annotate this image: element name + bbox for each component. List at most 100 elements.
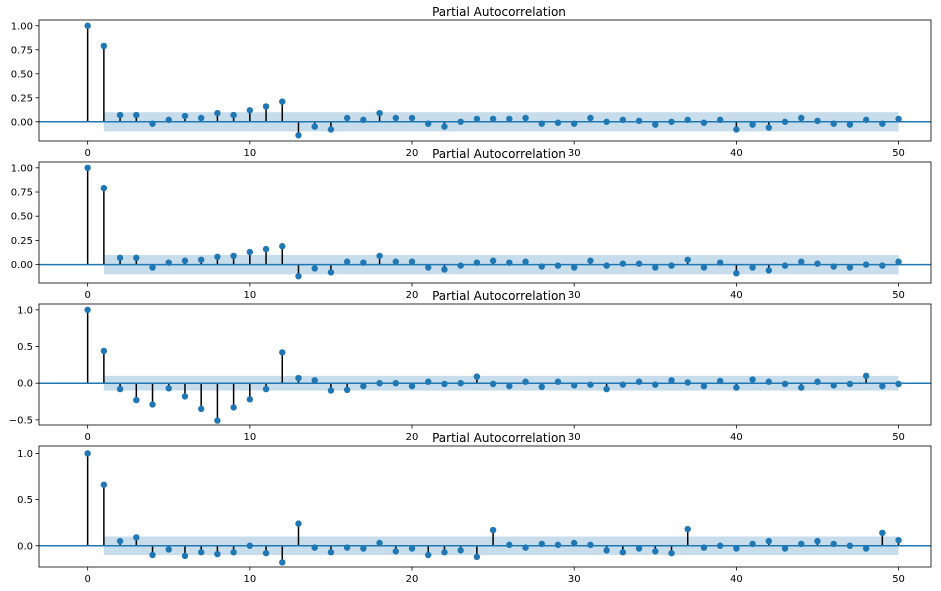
data-point <box>311 265 318 272</box>
chart-title: Partial Autocorrelation <box>432 147 566 161</box>
data-point <box>749 376 756 383</box>
data-point <box>408 258 416 265</box>
data-point <box>327 387 335 394</box>
data-point <box>116 537 124 545</box>
data-point <box>700 264 708 271</box>
y-tick-label: 0.00 <box>11 117 33 128</box>
data-point <box>619 116 627 124</box>
data-point <box>197 256 205 263</box>
data-point <box>603 262 610 269</box>
data-point <box>814 117 821 125</box>
data-point <box>230 549 237 556</box>
data-point <box>214 253 221 261</box>
data-point <box>814 378 821 385</box>
data-point <box>684 116 691 124</box>
data-point <box>798 114 805 122</box>
data-point <box>603 385 610 393</box>
data-point <box>343 544 351 551</box>
x-tick-label: 0 <box>84 574 90 585</box>
x-tick-label: 10 <box>243 432 256 443</box>
data-point <box>749 540 756 548</box>
chart-title: Partial Autocorrelation <box>432 5 566 19</box>
data-point <box>327 126 335 133</box>
x-tick-label: 40 <box>730 148 743 159</box>
data-point <box>230 404 237 411</box>
data-point <box>733 545 740 552</box>
data-point <box>554 262 562 269</box>
y-tick-label: 0.0 <box>17 541 33 552</box>
x-tick-label: 0 <box>84 290 90 301</box>
data-point <box>587 114 594 122</box>
x-tick-label: 40 <box>730 432 743 443</box>
data-point <box>246 396 254 403</box>
data-point <box>295 374 302 382</box>
data-point <box>279 98 286 105</box>
data-point <box>457 118 464 125</box>
data-point <box>798 258 805 265</box>
data-point <box>571 264 578 271</box>
data-point <box>879 262 886 269</box>
data-point <box>814 260 821 267</box>
data-point <box>489 115 497 123</box>
data-point <box>343 114 351 122</box>
data-point <box>408 114 416 122</box>
data-point <box>441 123 448 130</box>
data-point <box>360 545 367 552</box>
data-point <box>149 264 156 271</box>
data-point <box>246 542 254 549</box>
data-point <box>295 273 302 280</box>
data-point <box>376 252 383 260</box>
x-tick-label: 20 <box>406 432 419 443</box>
data-point <box>408 545 416 552</box>
data-point <box>830 263 837 270</box>
x-tick-label: 20 <box>406 148 419 159</box>
data-point <box>765 267 773 274</box>
data-point <box>116 254 124 262</box>
data-point <box>716 542 724 549</box>
data-point <box>100 42 108 50</box>
data-point <box>279 243 286 250</box>
data-point <box>311 123 318 130</box>
data-point <box>830 120 837 127</box>
data-point <box>181 552 189 560</box>
x-tick-label: 50 <box>892 574 905 585</box>
data-point <box>895 115 902 123</box>
data-point <box>473 115 481 123</box>
data-point <box>716 116 724 124</box>
y-tick-label: 0.5 <box>17 342 33 353</box>
data-point <box>116 385 124 393</box>
data-point <box>489 526 497 534</box>
data-point <box>457 380 464 387</box>
data-point <box>441 380 448 388</box>
data-point <box>587 541 594 549</box>
data-point <box>733 384 740 391</box>
data-point <box>846 542 854 549</box>
data-point <box>262 385 270 393</box>
data-point <box>262 549 270 557</box>
data-point <box>814 537 821 545</box>
data-point <box>554 541 562 549</box>
data-point <box>635 545 643 552</box>
data-point <box>84 22 91 29</box>
data-point <box>279 349 286 356</box>
data-point <box>798 540 805 548</box>
data-point <box>327 269 335 276</box>
data-point <box>84 164 91 172</box>
data-point <box>489 257 497 264</box>
data-point <box>279 559 286 566</box>
y-tick-label: 0.50 <box>11 69 33 80</box>
data-point <box>360 259 367 266</box>
y-tick-label: 0.75 <box>11 188 33 199</box>
data-point <box>262 245 270 253</box>
data-point <box>781 545 789 552</box>
data-point <box>376 380 383 387</box>
data-point <box>846 121 854 128</box>
y-tick-label: 1.00 <box>11 21 33 32</box>
data-point <box>165 259 172 266</box>
data-point <box>181 393 189 400</box>
data-point <box>733 126 740 133</box>
data-point <box>197 549 205 556</box>
data-point <box>214 417 221 424</box>
data-point <box>862 545 870 552</box>
